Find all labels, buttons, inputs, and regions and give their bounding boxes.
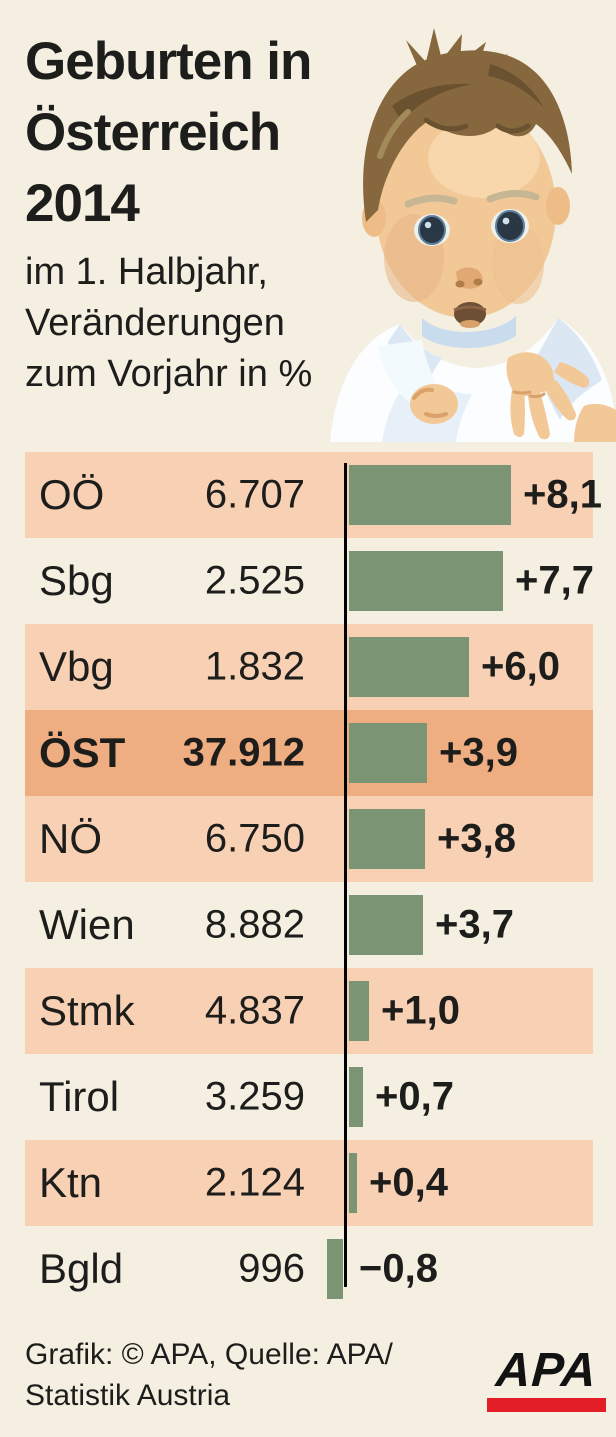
change-bar bbox=[349, 809, 425, 869]
region-label: Vbg bbox=[39, 643, 114, 690]
apa-logo: APA bbox=[487, 1344, 606, 1412]
table-row: Stmk 4.837 +1,0 bbox=[25, 968, 593, 1054]
region-label: Tirol bbox=[39, 1073, 120, 1120]
zero-axis-line bbox=[344, 463, 347, 1287]
bar-zone: +0,7 bbox=[25, 1054, 593, 1140]
region-label: Ktn bbox=[39, 1159, 103, 1206]
region-label: Bgld bbox=[39, 1245, 124, 1292]
births-value: 996 bbox=[238, 1246, 305, 1291]
change-value: +0,7 bbox=[375, 1074, 454, 1119]
births-value: 37.912 bbox=[182, 730, 305, 775]
bar-zone: +3,7 bbox=[25, 882, 593, 968]
table-row: Ktn 2.124 +0,4 bbox=[25, 1140, 593, 1226]
change-value: +6,0 bbox=[481, 644, 560, 689]
table-row: OÖ 6.707 +8,1 bbox=[25, 452, 602, 538]
change-value: +7,7 bbox=[515, 558, 594, 603]
table-row: Vbg 1.832 +6,0 bbox=[25, 624, 593, 710]
bar-zone: +1,0 bbox=[25, 968, 593, 1054]
page-title: Geburten in Österreich 2014 bbox=[25, 32, 312, 233]
credit-text: Grafik: © APA, Quelle: APA/ Statistik Au… bbox=[25, 1338, 393, 1412]
page-subtitle: im 1. Halbjahr, Veränderungen zum Vorjah… bbox=[25, 251, 313, 395]
change-bar bbox=[349, 551, 503, 611]
change-value: +3,7 bbox=[435, 902, 514, 947]
births-value: 2.525 bbox=[204, 558, 305, 603]
births-value: 8.882 bbox=[204, 902, 305, 947]
table-row: Sbg 2.525 +7,7 bbox=[25, 538, 594, 624]
births-value: 6.750 bbox=[204, 816, 305, 861]
change-value: +3,8 bbox=[437, 816, 516, 861]
region-label: Wien bbox=[39, 901, 135, 948]
bar-zone: +8,1 bbox=[25, 452, 602, 538]
births-value: 2.124 bbox=[204, 1160, 305, 1205]
bar-zone: −0,8 bbox=[25, 1226, 593, 1312]
bar-zone: +7,7 bbox=[25, 538, 594, 624]
table-row: Bgld 996 −0,8 bbox=[25, 1226, 593, 1312]
change-value: +0,4 bbox=[369, 1160, 448, 1205]
change-bar bbox=[349, 895, 423, 955]
bar-zone: +6,0 bbox=[25, 624, 593, 710]
change-bar bbox=[349, 723, 427, 783]
change-bar bbox=[349, 1153, 357, 1213]
region-label: Sbg bbox=[39, 557, 114, 604]
change-bar bbox=[349, 1067, 363, 1127]
baby-illustration bbox=[330, 28, 616, 442]
births-bar-chart: OÖ 6.707 +8,1 Sbg 2.525 +7,7 Vbg 1.832 +… bbox=[25, 452, 602, 1312]
births-value: 6.707 bbox=[204, 472, 305, 517]
change-value: +3,9 bbox=[439, 730, 518, 775]
births-value: 4.837 bbox=[204, 988, 305, 1033]
apa-logo-text: APA bbox=[494, 1344, 599, 1397]
births-value: 1.832 bbox=[204, 644, 305, 689]
change-bar bbox=[327, 1239, 343, 1299]
table-row: NÖ 6.750 +3,8 bbox=[25, 796, 593, 882]
change-value: +1,0 bbox=[381, 988, 460, 1033]
region-label: ÖST bbox=[39, 729, 126, 776]
change-value: −0,8 bbox=[359, 1246, 438, 1291]
births-value: 3.259 bbox=[204, 1074, 305, 1119]
change-bar bbox=[349, 465, 511, 525]
change-value: +8,1 bbox=[523, 472, 602, 517]
bar-zone: +3,8 bbox=[25, 796, 593, 882]
apa-logo-underline bbox=[487, 1398, 606, 1412]
table-row: Tirol 3.259 +0,7 bbox=[25, 1054, 593, 1140]
table-row-total: ÖST 37.912 +3,9 bbox=[25, 710, 593, 796]
bar-zone: +0,4 bbox=[25, 1140, 593, 1226]
bar-zone: +3,9 bbox=[25, 710, 593, 796]
region-label: OÖ bbox=[39, 471, 105, 518]
region-label: NÖ bbox=[39, 815, 102, 862]
change-bar bbox=[349, 981, 369, 1041]
region-label: Stmk bbox=[39, 987, 135, 1034]
change-bar bbox=[349, 637, 469, 697]
table-row: Wien 8.882 +3,7 bbox=[25, 882, 593, 968]
